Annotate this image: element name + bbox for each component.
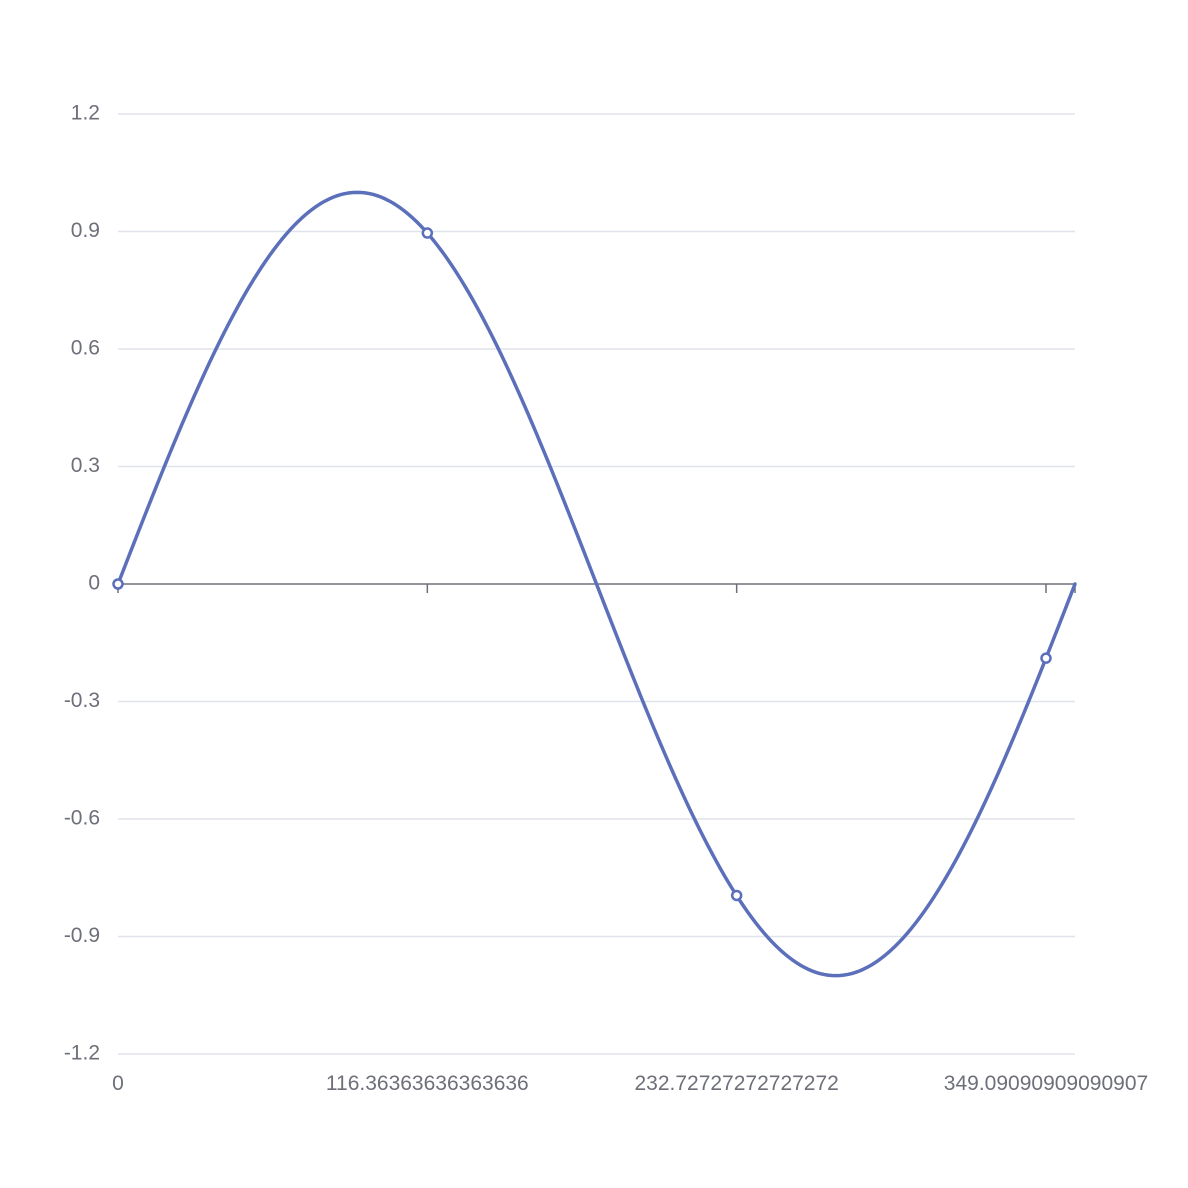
grid-lines [118,113,1075,1055]
y-tick-label: 0.3 [71,454,100,477]
x-tick-label: 116.36363636363636 [326,1072,529,1095]
series-layer [112,190,1077,978]
y-tick-label: 0.6 [71,337,100,360]
y-tick-label: 0.9 [71,219,100,242]
tick-labels: 1.2 0.9 0.6 0.3 0 -0.3 -0.6 -0.9 -1.2 0 116.363636… [64,102,1148,1095]
y-tick-label: -0.3 [64,689,100,712]
y-tick-label: 1.2 [71,102,100,125]
data-point [421,227,434,239]
x-tick-label: 0 [112,1072,124,1095]
data-point [112,578,124,590]
y-tick-label: 0 [88,572,100,595]
y-tick-label: -1.2 [64,1042,100,1065]
y-tick-label: -0.9 [64,924,100,947]
series-line [116,190,1077,978]
x-tick-label: 232.72727272727272 [634,1072,838,1095]
y-tick-label: -0.6 [64,807,100,830]
data-point [1040,652,1052,664]
data-point [730,889,743,902]
x-tick-label: 349.09090909090907 [944,1072,1148,1095]
